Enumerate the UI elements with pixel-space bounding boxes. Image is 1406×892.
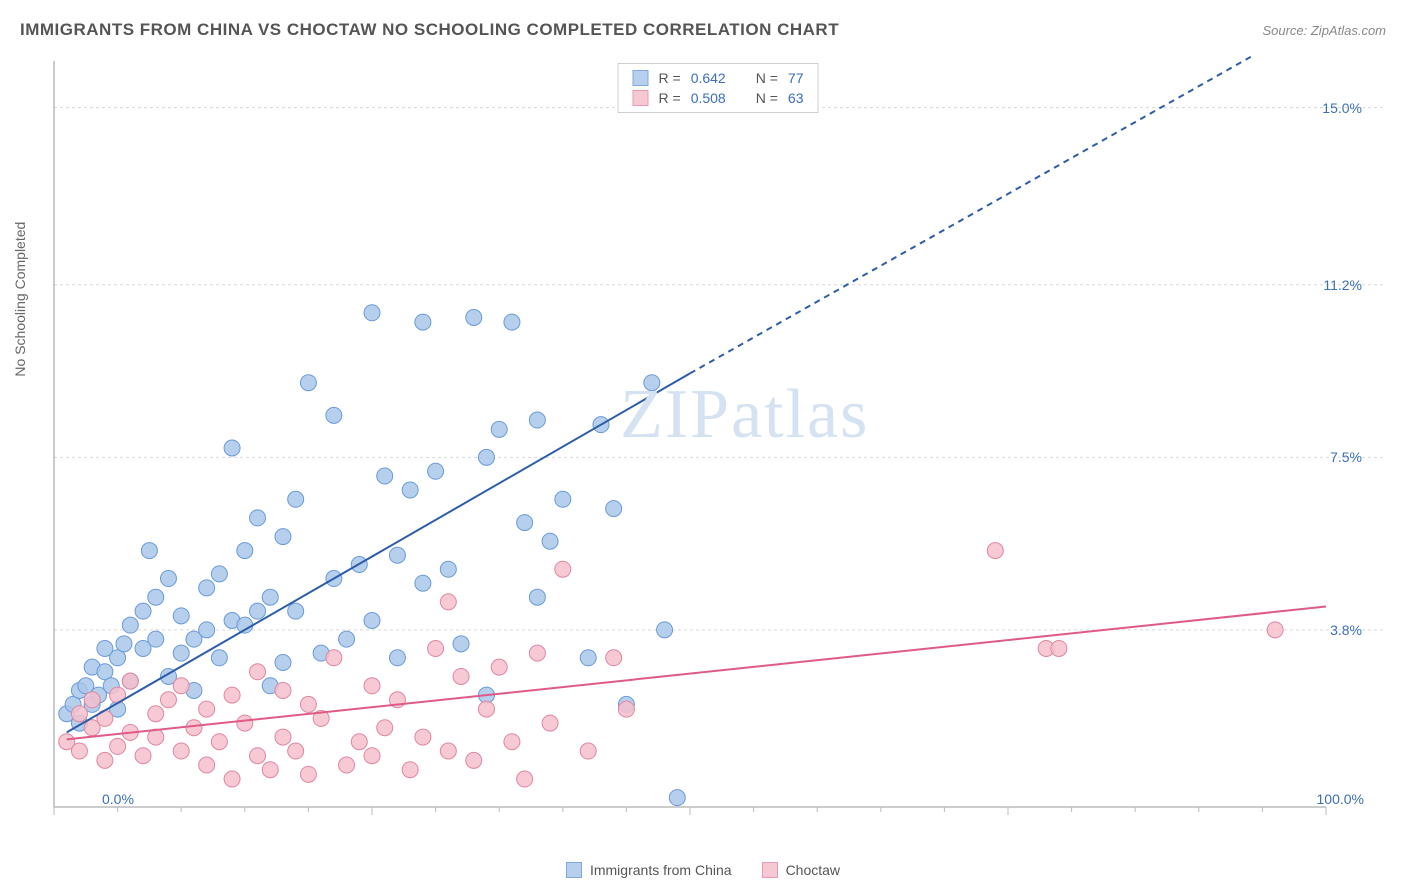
y-tick-label: 3.8% [1330,622,1362,638]
correlation-legend: R = 0.642 N = 77 R = 0.508 N = 63 [618,63,819,113]
y-axis-label: No Schooling Completed [12,222,28,377]
swatch-choctaw-bottom [762,862,778,878]
chart-area: No Schooling Completed ZIPatlas R = 0.64… [50,55,1386,837]
n-label: N = [756,90,778,106]
legend-row-china: R = 0.642 N = 77 [633,68,804,88]
n-label: N = [756,70,778,86]
series-name-china: Immigrants from China [590,862,732,878]
r-label: R = [659,70,681,86]
y-tick-label: 11.2% [1323,277,1362,293]
r-value-choctaw: 0.508 [691,90,726,106]
y-tick-label: 7.5% [1330,449,1362,465]
chart-header: IMMIGRANTS FROM CHINA VS CHOCTAW NO SCHO… [20,20,1386,40]
legend-item-choctaw: Choctaw [762,862,840,878]
series-legend: Immigrants from China Choctaw [566,862,840,878]
r-label: R = [659,90,681,106]
series-name-choctaw: Choctaw [786,862,840,878]
legend-row-choctaw: R = 0.508 N = 63 [633,88,804,108]
scatter-plot-svg [50,55,1386,837]
swatch-china-bottom [566,862,582,878]
x-max-label: 100.0% [1317,791,1364,807]
x-min-label: 0.0% [102,791,134,807]
swatch-choctaw [633,90,649,106]
swatch-china [633,70,649,86]
legend-item-china: Immigrants from China [566,862,732,878]
n-value-china: 77 [788,70,804,86]
r-value-china: 0.642 [691,70,726,86]
chart-source: Source: ZipAtlas.com [1262,23,1386,38]
y-tick-label: 15.0% [1322,100,1362,116]
n-value-choctaw: 63 [788,90,804,106]
chart-title: IMMIGRANTS FROM CHINA VS CHOCTAW NO SCHO… [20,20,839,40]
